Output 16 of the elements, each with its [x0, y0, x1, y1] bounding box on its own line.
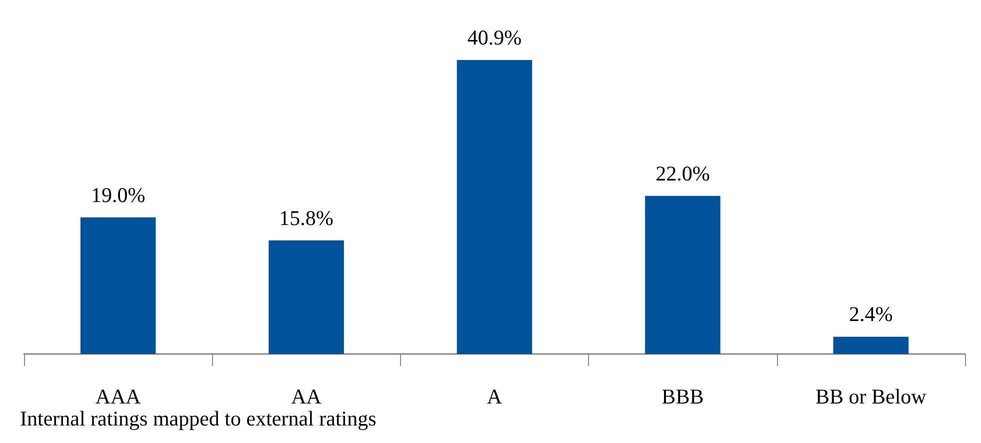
x-tick-label: AA	[291, 384, 322, 408]
bar	[645, 196, 720, 354]
x-tick-label: BB or Below	[815, 384, 928, 408]
data-label: 19.0%	[90, 182, 146, 207]
x-axis-title: Internal ratings mapped to external ratings	[20, 406, 376, 430]
data-label: 2.4%	[849, 302, 893, 326]
bar	[833, 336, 909, 354]
bar	[80, 217, 156, 354]
data-label: 22.0%	[656, 161, 710, 186]
x-tick-label: AAA	[95, 384, 142, 408]
bar	[268, 240, 344, 354]
x-tick-label: A	[486, 384, 503, 408]
data-label: 15.8%	[279, 206, 334, 230]
x-tick-label: BBB	[662, 384, 704, 408]
bar	[456, 60, 532, 354]
data-label: 40.9%	[467, 26, 522, 50]
